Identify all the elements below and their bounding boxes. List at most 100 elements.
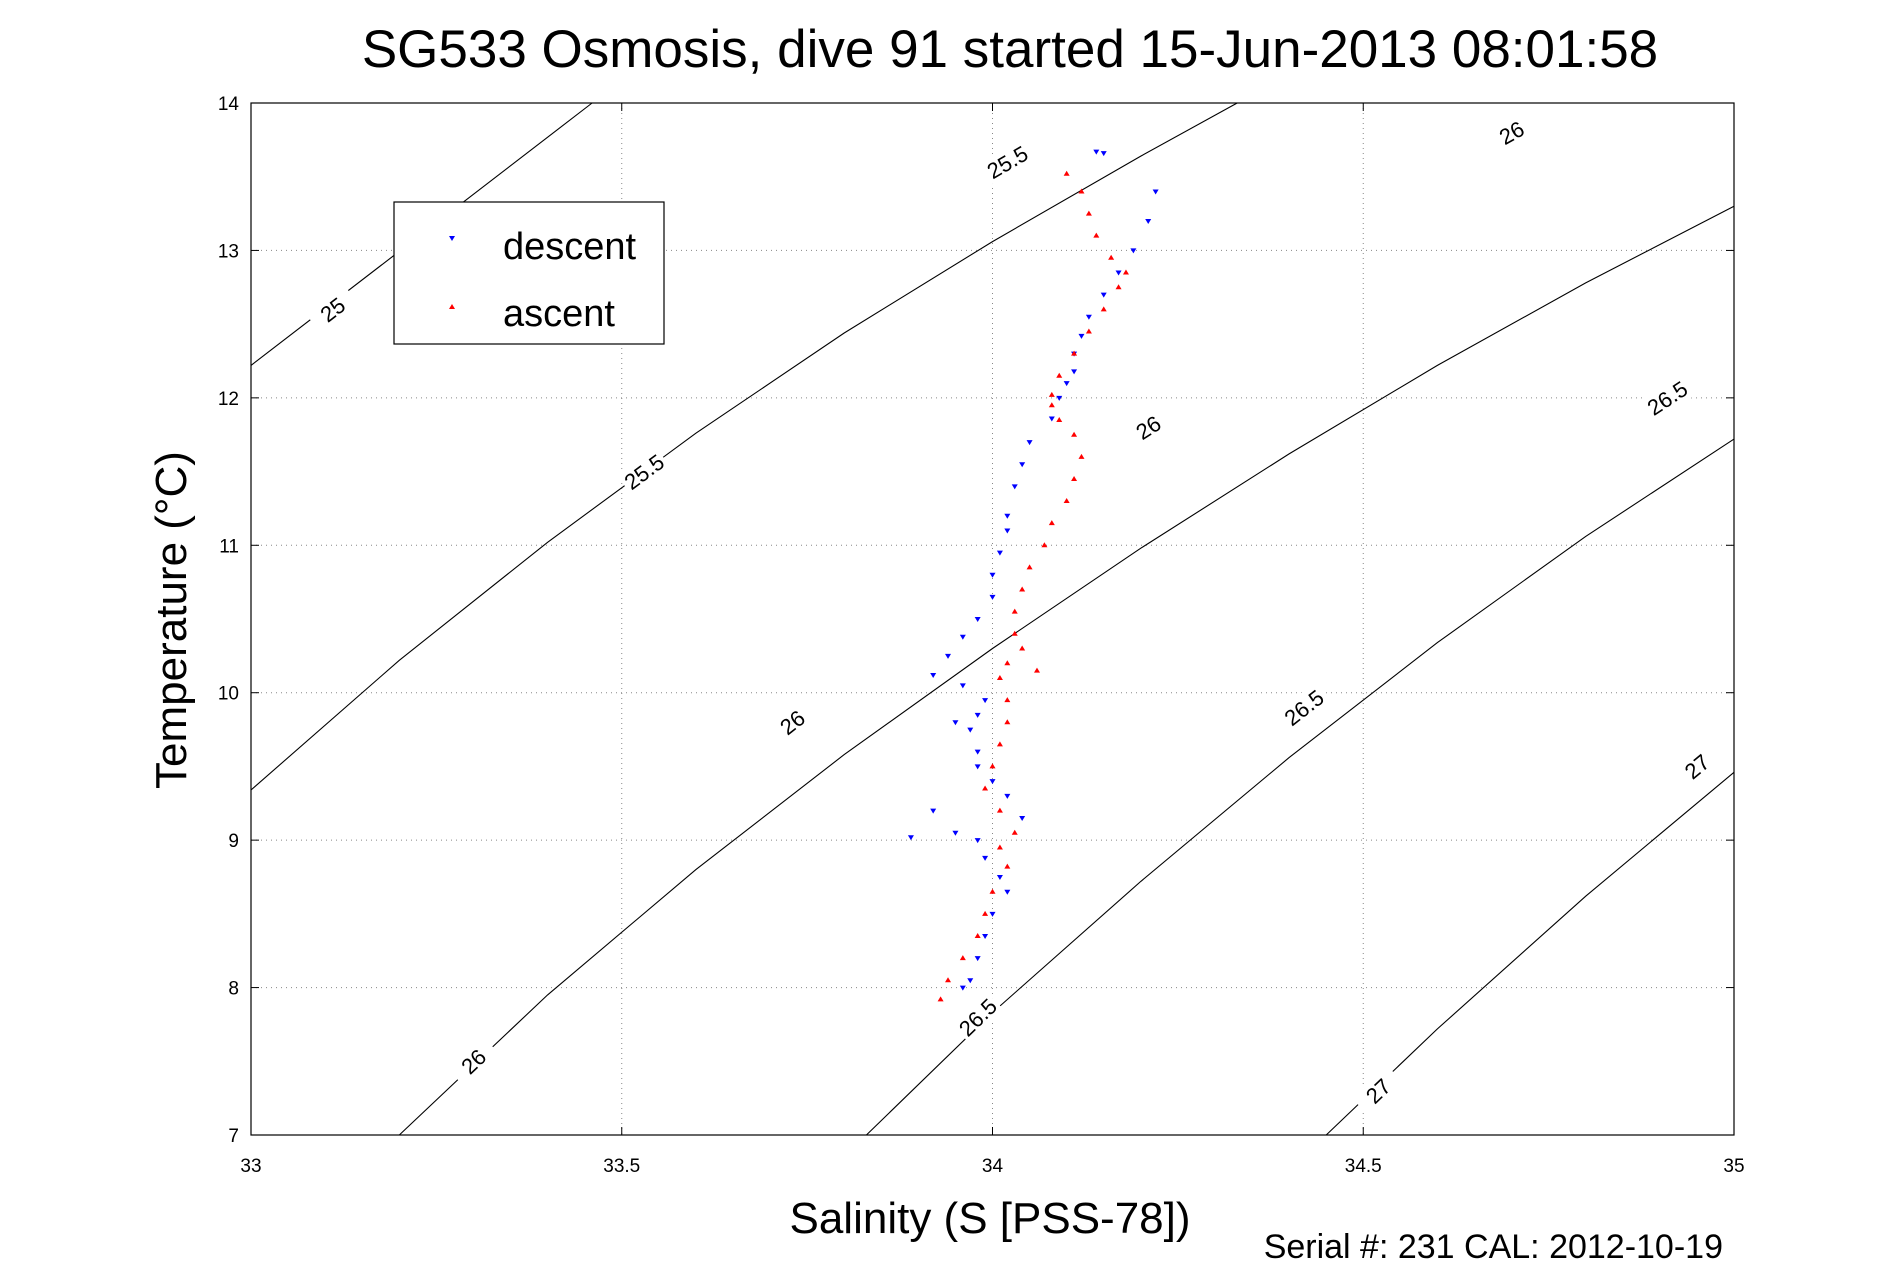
- ascent-point: [1004, 697, 1011, 703]
- ascent-point: [959, 955, 966, 961]
- ascent-point: [1078, 453, 1085, 459]
- descent-point: [1011, 484, 1018, 490]
- x-tick-label: 33: [240, 1156, 261, 1177]
- descent-point: [1071, 369, 1078, 375]
- descent-point: [1085, 314, 1092, 320]
- ascent-point: [996, 807, 1003, 813]
- descent-point: [967, 978, 974, 984]
- ascent-point: [945, 977, 952, 983]
- contour-label-background: [1351, 1064, 1405, 1117]
- descent-point: [1004, 793, 1011, 799]
- descent-point: [974, 749, 981, 755]
- descent-point: [930, 673, 937, 679]
- legend-ascent-label: ascent: [503, 293, 615, 335]
- descent-point: [996, 550, 1003, 556]
- descent-point: [930, 808, 937, 814]
- ascent-point: [996, 674, 1003, 680]
- ascent-point: [1011, 630, 1018, 636]
- legend-descent-label: descent: [503, 226, 637, 268]
- descent-point: [974, 956, 981, 962]
- ascent-point: [1071, 475, 1078, 481]
- descent-point: [989, 594, 996, 600]
- data-points: [907, 149, 1159, 1002]
- ascent-point: [1085, 328, 1092, 334]
- ascent-point: [937, 996, 944, 1002]
- descent-point: [959, 683, 966, 689]
- ascent-point: [1071, 350, 1078, 356]
- ascent-point: [1085, 210, 1092, 216]
- ascent-point: [1011, 829, 1018, 835]
- ascent-point: [989, 888, 996, 894]
- contour-label-background: [1670, 741, 1724, 792]
- y-axis-label: Temperature (°C): [147, 451, 196, 789]
- ascent-point: [1004, 719, 1011, 725]
- x-axis-label: Salinity (S [PSS-78]): [789, 1194, 1190, 1243]
- ascent-point: [1048, 391, 1055, 397]
- contour-label-background: [616, 446, 672, 497]
- descent-point: [974, 764, 981, 770]
- descent-point: [996, 875, 1003, 880]
- x-tick-label: 34: [982, 1156, 1004, 1177]
- descent-point: [1019, 816, 1026, 822]
- descent-point: [1004, 513, 1011, 519]
- descent-point: [982, 855, 989, 861]
- chart-title: SG533 Osmosis, dive 91 started 15-Jun-20…: [362, 20, 1658, 79]
- ascent-point: [1056, 372, 1063, 378]
- contour-label-background: [1121, 403, 1176, 452]
- ascent-point: [1026, 564, 1033, 570]
- contour-label-background: [447, 1035, 500, 1088]
- contour-label-background: [980, 138, 1035, 186]
- descent-point: [1152, 189, 1159, 195]
- y-tick-label: 13: [218, 241, 239, 262]
- descent-point: [974, 617, 981, 622]
- descent-point: [952, 830, 959, 836]
- ascent-point: [1048, 520, 1055, 526]
- ascent-point: [1078, 188, 1085, 194]
- descent-point: [1004, 528, 1011, 534]
- descent-point: [1130, 248, 1137, 254]
- ascent-point: [1115, 284, 1122, 290]
- ascent-point: [1041, 542, 1048, 548]
- y-tick-label: 11: [219, 536, 239, 557]
- ascent-point: [1056, 416, 1063, 422]
- ascent-point: [1071, 431, 1078, 437]
- descent-point: [982, 698, 989, 704]
- descent-point: [1004, 889, 1011, 895]
- ascent-point: [1019, 586, 1026, 592]
- legend-descent-marker: [449, 236, 455, 241]
- contour-label-background: [1484, 109, 1539, 156]
- legend-ascent-marker: [449, 304, 455, 309]
- ascent-point: [982, 785, 989, 791]
- descent-point: [952, 720, 959, 726]
- x-tick-label: 34.5: [1345, 1156, 1382, 1177]
- contour-label-background: [765, 697, 820, 748]
- ascent-point: [996, 844, 1003, 850]
- ascent-point: [996, 741, 1003, 747]
- descent-point: [1145, 218, 1152, 224]
- descent-point: [1056, 395, 1063, 401]
- descent-point: [974, 712, 981, 718]
- descent-point: [989, 779, 996, 785]
- contour-label-background: [1640, 373, 1695, 422]
- descent-point: [945, 653, 952, 659]
- contour-line: [398, 205, 1735, 1136]
- ascent-point: [974, 932, 981, 938]
- ascent-point: [1019, 645, 1026, 651]
- descent-point: [982, 933, 989, 939]
- descent-point: [989, 911, 996, 917]
- descent-point: [1093, 149, 1100, 155]
- axis-ticks: 33 33.5 34 34.5 35 7 8 9 10 11 12 13 14: [218, 94, 1745, 1177]
- descent-point: [959, 634, 966, 640]
- descent-point: [959, 985, 966, 991]
- descent-point: [1019, 462, 1026, 468]
- x-tick-label: 33.5: [603, 1156, 640, 1177]
- descent-point: [1100, 151, 1107, 157]
- ascent-point: [1033, 667, 1040, 673]
- y-tick-label: 14: [218, 94, 240, 115]
- ascent-point: [1011, 608, 1018, 614]
- ascent-point: [989, 763, 996, 769]
- contour-label-background: [1276, 682, 1331, 733]
- contour-label-background: [951, 991, 1004, 1044]
- ascent-point: [1100, 306, 1107, 312]
